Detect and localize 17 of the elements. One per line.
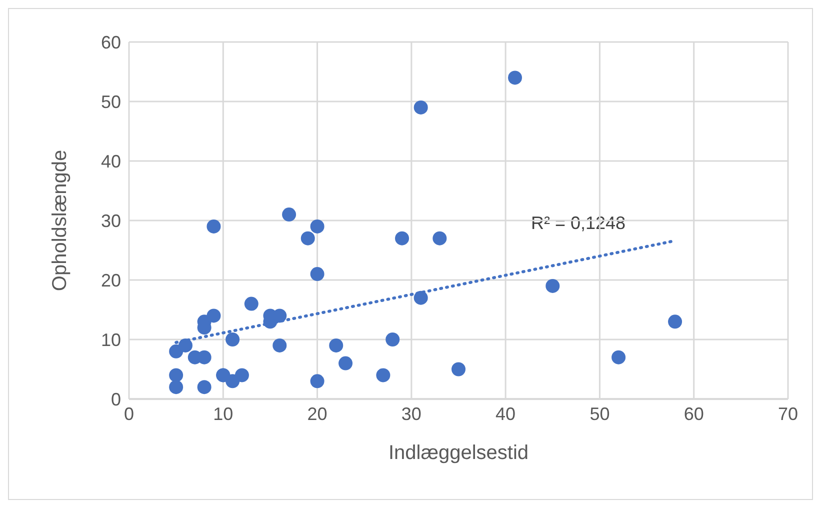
- y-axis-title: Opholdslængde: [49, 150, 72, 292]
- x-tick-label: 70: [778, 404, 798, 424]
- x-tick-label: 40: [496, 404, 516, 424]
- x-tick-label: 20: [307, 404, 328, 424]
- x-tick-label: 30: [401, 404, 422, 424]
- x-tick-label: 10: [213, 404, 234, 424]
- y-tick-label: 60: [100, 32, 121, 52]
- y-tick-label: 10: [100, 330, 121, 350]
- y-tick-label: 0: [110, 389, 121, 410]
- y-tick-label: 40: [100, 151, 121, 172]
- y-tick-label: 50: [100, 92, 121, 112]
- x-tick-label: 60: [684, 404, 704, 424]
- x-axis-title: Indlæggelsestid: [388, 442, 529, 464]
- y-tick-label: 30: [100, 210, 121, 231]
- x-tick-label: 0: [124, 404, 134, 424]
- x-tick-label: 50: [590, 404, 610, 424]
- y-tick-label: 20: [100, 270, 121, 290]
